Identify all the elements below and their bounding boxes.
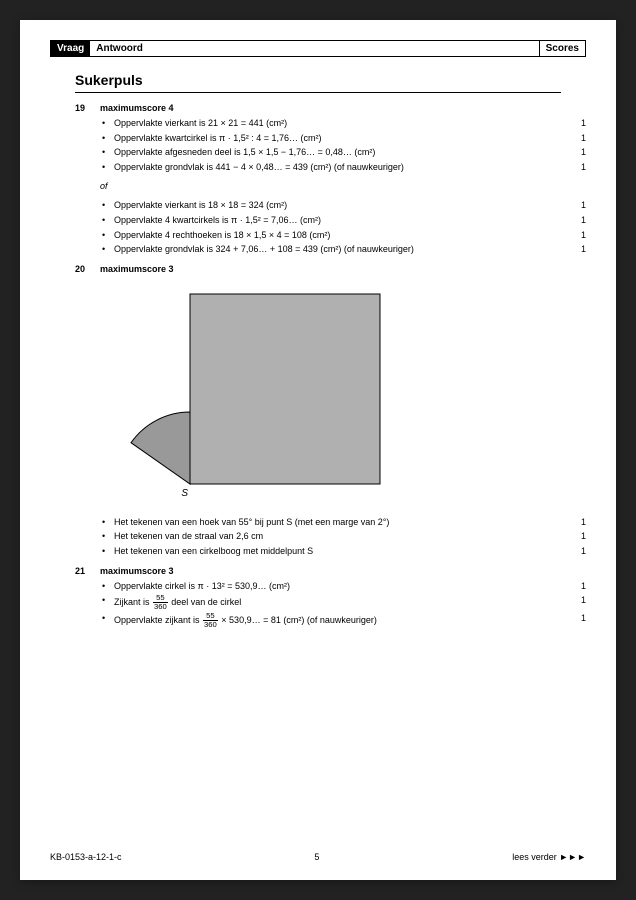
list-item: Oppervlakte vierkant is 18 × 18 = 324 (c… xyxy=(100,199,586,212)
list-item: Oppervlakte grondvlak is 441 − 4 × 0,48…… xyxy=(100,161,586,174)
question-number: 20 xyxy=(75,264,85,274)
bullet-list-a: Oppervlakte vierkant is 21 × 21 = 441 (c… xyxy=(100,117,586,173)
list-item: Oppervlakte 4 rechthoeken is 18 × 1,5 × … xyxy=(100,229,586,242)
header-row: Vraag Antwoord Scores xyxy=(50,40,586,57)
list-item: Oppervlakte cirkel is π · 13² = 530,9… (… xyxy=(100,580,586,593)
section-rule xyxy=(75,92,561,93)
list-item: Zijkant is 55360 deel van de cirkel1 xyxy=(100,594,586,610)
header-scores: Scores xyxy=(539,41,585,56)
svg-text:S: S xyxy=(181,488,188,499)
header-vraag: Vraag xyxy=(51,41,90,56)
footer-center: 5 xyxy=(314,852,319,862)
max-score: maximumscore 3 xyxy=(100,566,586,576)
list-item: Oppervlakte 4 kwartcirkels is π · 1,5² =… xyxy=(100,214,586,227)
question-20: 20 maximumscore 3 S Het tekenen van een … xyxy=(75,264,586,558)
list-item: Oppervlakte grondvlak is 324 + 7,06… + 1… xyxy=(100,243,586,256)
list-item: Het tekenen van een cirkelboog met midde… xyxy=(100,545,586,558)
page-container: Vraag Antwoord Scores Sukerpuls 19 maxim… xyxy=(20,20,616,880)
footer-left: KB-0153-a-12-1-c xyxy=(50,852,122,862)
list-item: Oppervlakte kwartcirkel is π · 1,5² : 4 … xyxy=(100,132,586,145)
footer: KB-0153-a-12-1-c 5 lees verder ►►► xyxy=(50,852,586,862)
question-19: 19 maximumscore 4 Oppervlakte vierkant i… xyxy=(75,103,586,256)
bullet-list: Oppervlakte cirkel is π · 13² = 530,9… (… xyxy=(100,580,586,629)
header-antwoord: Antwoord xyxy=(90,41,538,56)
question-number: 19 xyxy=(75,103,85,113)
bullet-list-b: Oppervlakte vierkant is 18 × 18 = 324 (c… xyxy=(100,199,586,255)
question-21: 21 maximumscore 3 Oppervlakte cirkel is … xyxy=(75,566,586,629)
list-item: Het tekenen van de straal van 2,6 cm1 xyxy=(100,530,586,543)
question-number: 21 xyxy=(75,566,85,576)
list-item: Het tekenen van een hoek van 55° bij pun… xyxy=(100,516,586,529)
section-title: Sukerpuls xyxy=(75,72,586,90)
diagram: S xyxy=(110,284,586,506)
footer-right: lees verder ►►► xyxy=(512,852,586,862)
list-item: Oppervlakte afgesneden deel is 1,5 × 1,5… xyxy=(100,146,586,159)
list-item: Oppervlakte zijkant is 55360 × 530,9… = … xyxy=(100,612,586,628)
or-separator: of xyxy=(100,181,586,191)
diagram-svg: S xyxy=(110,284,390,504)
bullet-list: Het tekenen van een hoek van 55° bij pun… xyxy=(100,516,586,558)
list-item: Oppervlakte vierkant is 21 × 21 = 441 (c… xyxy=(100,117,586,130)
max-score: maximumscore 3 xyxy=(100,264,586,274)
max-score: maximumscore 4 xyxy=(100,103,586,113)
